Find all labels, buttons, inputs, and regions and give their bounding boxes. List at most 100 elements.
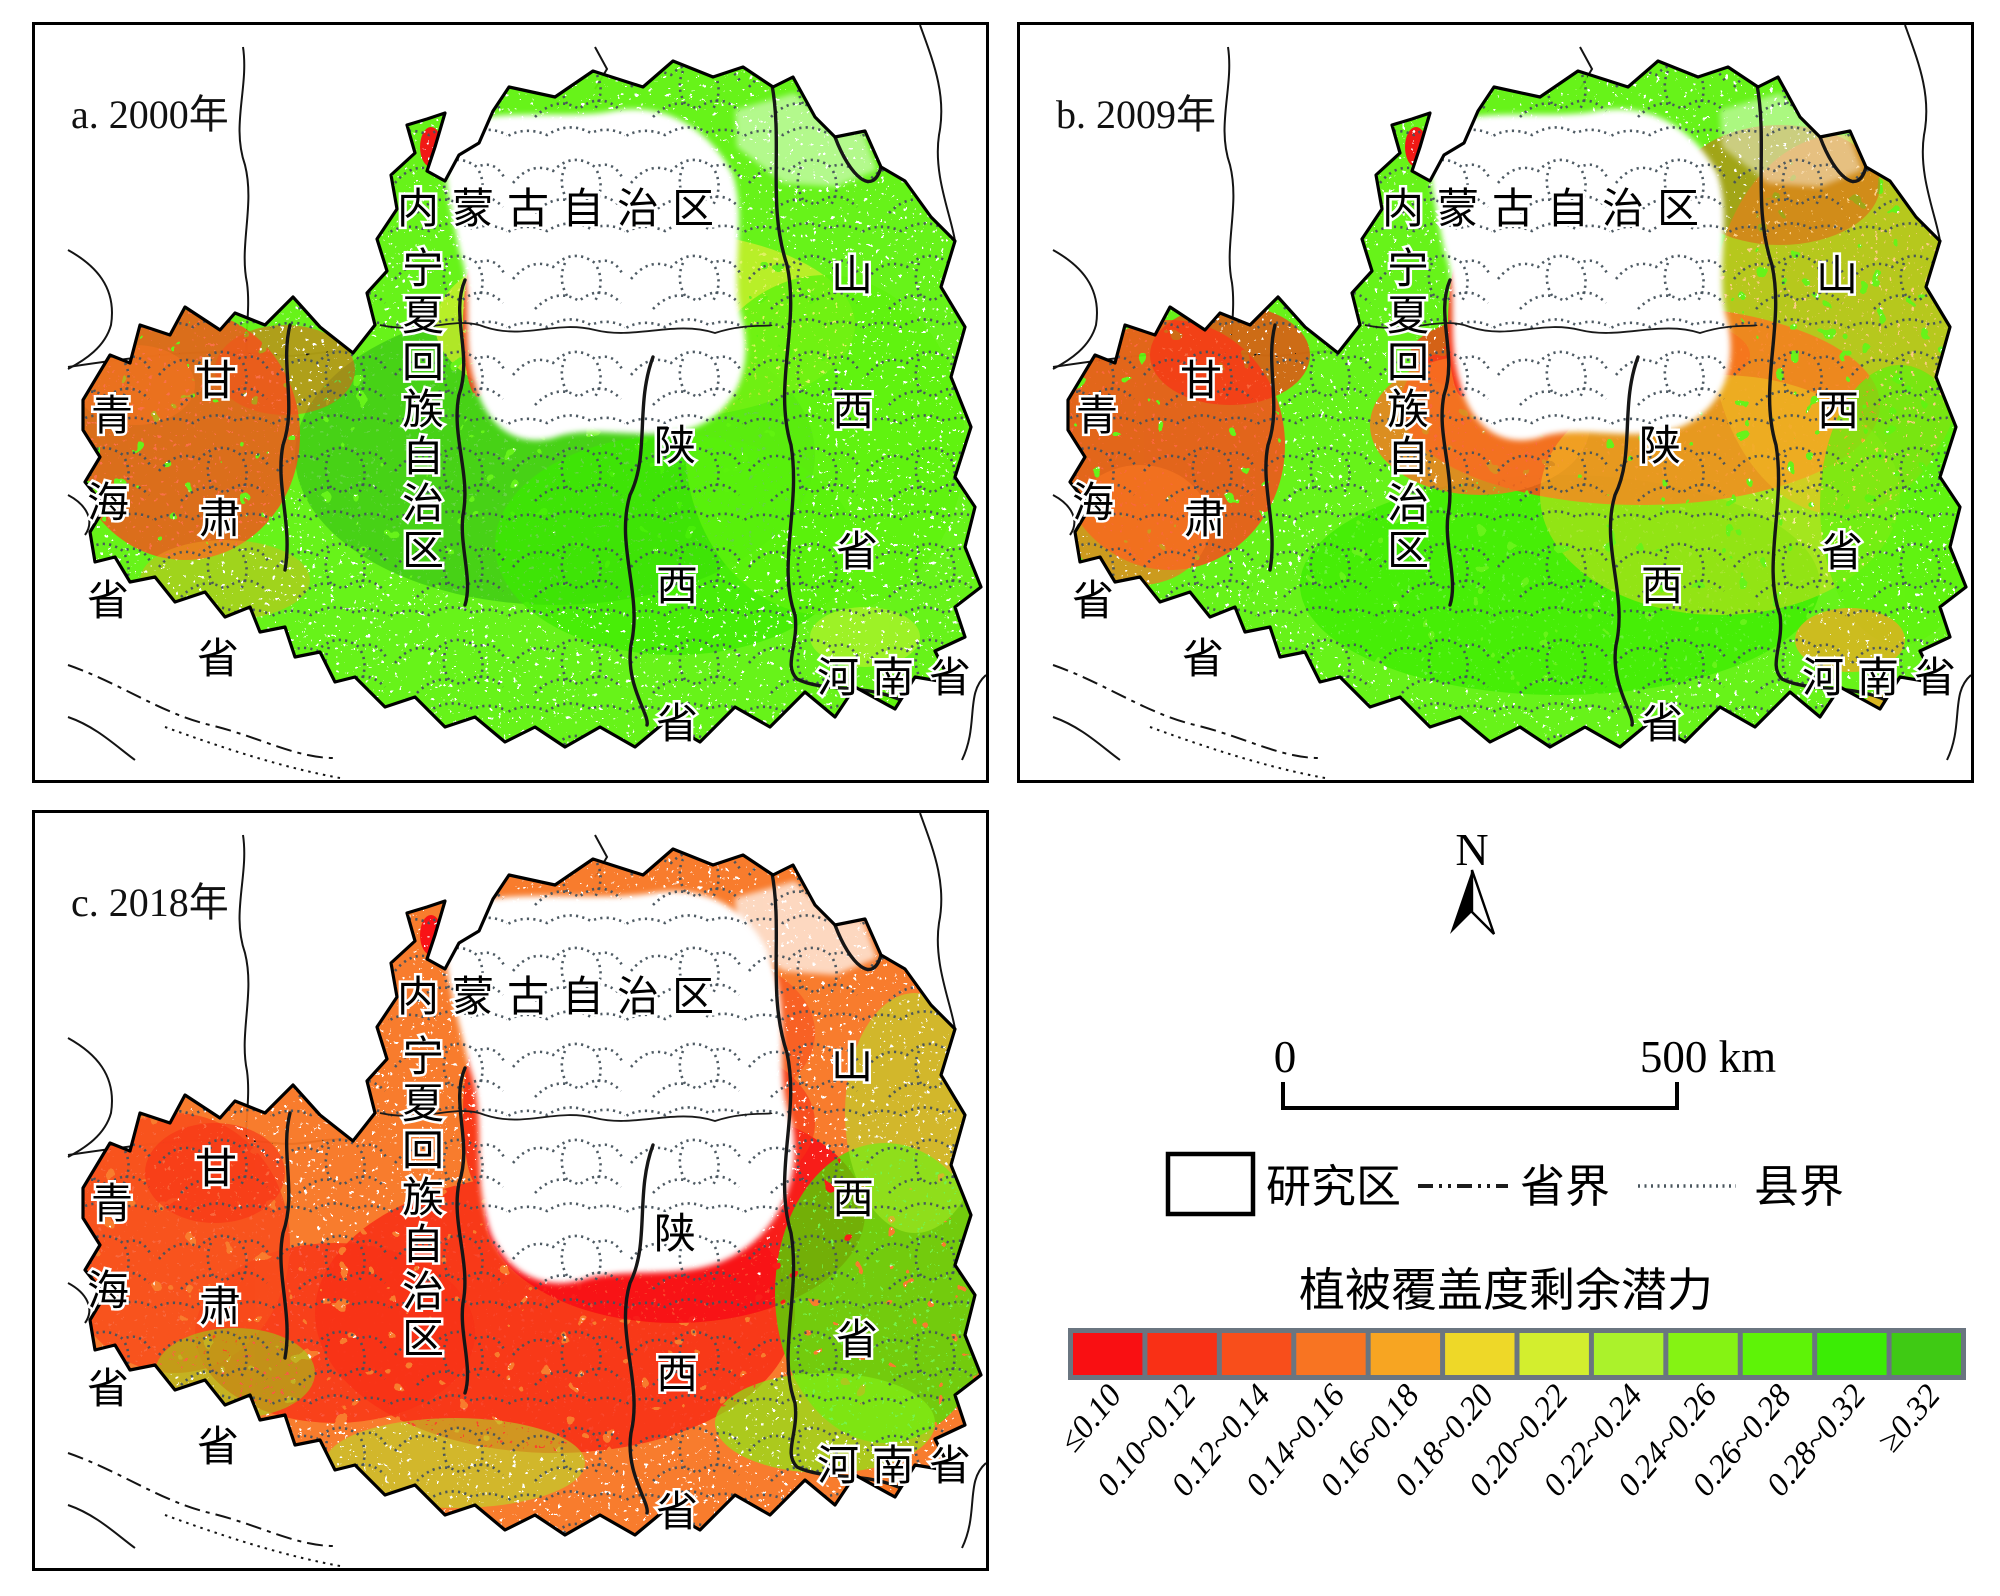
- province-labels: 内蒙古自治区宁夏回族自治区甘肃省青海省陕西省山西省河南省: [1069, 185, 1958, 751]
- province-label-char: 宁: [402, 1035, 444, 1081]
- province-label-char: 回: [1387, 341, 1429, 387]
- province-label-char: 省: [197, 637, 239, 683]
- colorbar-frame: [1068, 1328, 1966, 1380]
- province-label-char: 内: [397, 975, 439, 1021]
- province-label-char: 海: [87, 481, 129, 527]
- colorbar: [1068, 1328, 1966, 1380]
- study-area-swatch: [1165, 1151, 1256, 1217]
- province-label-char: 蒙: [452, 187, 494, 233]
- province-label-char: 海: [87, 1269, 129, 1315]
- province-label-char: 内: [1382, 187, 1424, 233]
- province-label-char: 夏: [402, 1082, 444, 1128]
- province-label-char: 回: [402, 1129, 444, 1175]
- north-arrow-label: N: [1455, 824, 1488, 875]
- province-label-char: 西: [656, 564, 698, 610]
- province-label-char: 河: [817, 1444, 859, 1490]
- province-label-char: 省: [836, 1318, 878, 1364]
- province-label-char: 省: [929, 1444, 971, 1490]
- province-label-char: 西: [656, 1352, 698, 1398]
- province-boundary: [1608, 355, 1640, 727]
- panel-title: c. 2018年: [71, 880, 229, 925]
- province-label-char: 自: [1547, 187, 1589, 233]
- province-labels: 内蒙古自治区宁夏回族自治区甘肃省青海省陕西省山西省河南省: [84, 185, 973, 751]
- province-label-char: 自: [562, 975, 604, 1021]
- province-label-char: 省: [929, 656, 971, 702]
- province-label-char: 自: [402, 435, 444, 481]
- province-label-char: 古: [507, 975, 549, 1021]
- study-area-outline: [81, 59, 983, 749]
- province-label-char: 河: [1802, 656, 1844, 702]
- province-label-char: 省: [1914, 656, 1956, 702]
- province-label-char: 山: [1816, 254, 1858, 300]
- panel-title: a. 2000年: [71, 92, 229, 137]
- province-label-char: 族: [402, 388, 444, 434]
- province-label-char: 甘: [195, 359, 237, 405]
- north-arrow-right-half: [1470, 869, 1496, 935]
- province-label-char: 自: [1387, 435, 1429, 481]
- province-boundary: [279, 323, 292, 572]
- province-boundary: [770, 871, 937, 1491]
- province-boundary: [279, 1111, 292, 1360]
- colorbar-cell: [1817, 1333, 1887, 1375]
- province-boundary: [1264, 323, 1277, 572]
- province-label-char: 肃: [199, 497, 241, 543]
- province-label-char: 区: [402, 1317, 444, 1363]
- province-label-char: 夏: [402, 294, 444, 340]
- province-label-char: 回: [402, 341, 444, 387]
- province-boundary: [833, 135, 883, 184]
- province-boundary: [455, 1066, 470, 1395]
- colorbar-cell: [1445, 1333, 1515, 1375]
- province-label-char: 省: [87, 579, 129, 625]
- province-label-char: 西: [832, 389, 874, 435]
- province-label-char: 宁: [402, 247, 444, 293]
- province-label-char: 省: [1182, 637, 1224, 683]
- colorbar-cell: [1370, 1333, 1441, 1375]
- legend-item-province-boundary: 省界: [1520, 1162, 1610, 1212]
- county-boundaries: [1068, 61, 1966, 747]
- province-label-char: 南: [1857, 656, 1899, 702]
- province-label-char: 省: [1072, 579, 1114, 625]
- legend-item-county-boundary: 县界: [1754, 1162, 1844, 1212]
- province-label-char: 治: [402, 482, 444, 528]
- province-boundary: [833, 923, 883, 972]
- colorbar-cell: [1668, 1333, 1738, 1375]
- province-label-char: 山: [831, 254, 873, 300]
- province-label-char: 治: [402, 1270, 444, 1316]
- scale-bar-zero: 0: [1274, 1032, 1297, 1082]
- province-label-char: 族: [402, 1176, 444, 1222]
- province-label-char: 古: [1492, 187, 1534, 233]
- legend-item-study-area: 研究区: [1266, 1162, 1401, 1212]
- province-label-char: 自: [402, 1223, 444, 1269]
- province-label-char: 西: [832, 1177, 874, 1223]
- province-label-char: 省: [1821, 530, 1863, 576]
- colorbar-cell: [1742, 1333, 1813, 1375]
- scale-bar: 0 500 km: [1274, 1032, 1776, 1110]
- province-label-char: 族: [1387, 388, 1429, 434]
- colorbar-cell: [1221, 1333, 1292, 1375]
- map-panel-2009: 内蒙古自治区宁夏回族自治区甘肃省青海省陕西省山西省河南省b. 2009年: [1017, 22, 1974, 783]
- raster-layer: [83, 849, 981, 1535]
- province-label-char: 陕: [654, 424, 696, 470]
- province-label-char: 西: [1817, 389, 1859, 435]
- legend-area: N 0 500 km 研究区 省界 县界 植被覆盖度剩余潜力 ≤0.100.10…: [1053, 824, 1966, 1503]
- scale-bar-line: [1281, 1082, 1679, 1110]
- province-label-char: 治: [617, 975, 659, 1021]
- province-boundary: [770, 83, 937, 703]
- province-label-char: 区: [1657, 187, 1699, 233]
- province-label-char: 山: [831, 1042, 873, 1088]
- map-panel-2018: 内蒙古自治区宁夏回族自治区甘肃省青海省陕西省山西省河南省c. 2018年: [32, 810, 989, 1571]
- colorbar-cell: [1147, 1333, 1217, 1375]
- study-area-outline: [1066, 59, 1968, 749]
- north-arrow: N: [1450, 824, 1496, 935]
- panel-title: b. 2009年: [1056, 92, 1216, 137]
- province-label-char: 西: [1641, 564, 1683, 610]
- province-label-char: 蒙: [1437, 187, 1479, 233]
- province-label-char: 甘: [195, 1147, 237, 1193]
- province-label-char: 肃: [199, 1285, 241, 1331]
- colorbar-cell: [1073, 1333, 1143, 1375]
- province-label-char: 河: [817, 656, 859, 702]
- province-boundary: [455, 278, 470, 607]
- province-label-char: 宁: [1387, 247, 1429, 293]
- province-boundary: [623, 1143, 655, 1515]
